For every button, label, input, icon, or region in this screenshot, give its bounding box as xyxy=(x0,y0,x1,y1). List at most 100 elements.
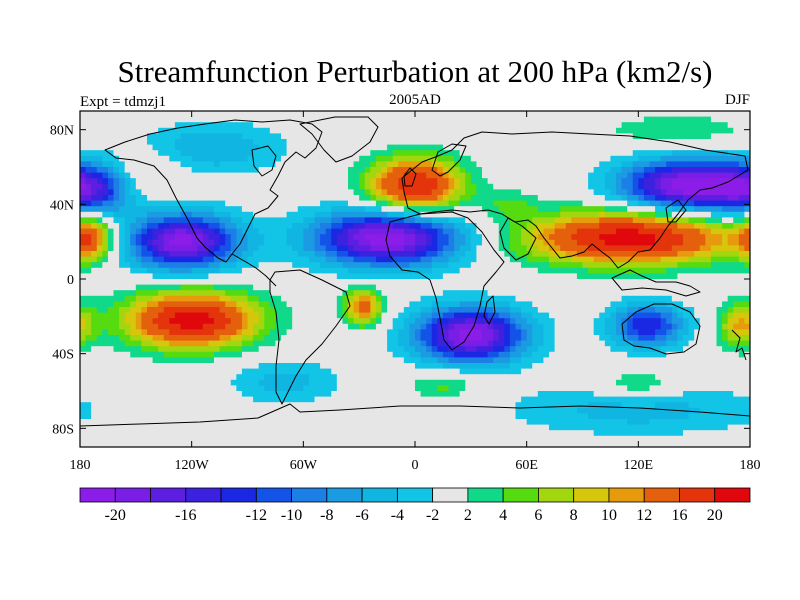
field-cell xyxy=(649,262,656,269)
field-cell xyxy=(403,178,411,185)
field-cell xyxy=(91,323,98,330)
field-cell xyxy=(398,318,405,325)
field-cell xyxy=(124,295,131,302)
field-cell xyxy=(292,251,299,258)
field-cell xyxy=(459,200,466,207)
field-cell xyxy=(493,239,500,246)
field-cell xyxy=(705,307,712,314)
field-cell xyxy=(560,206,567,213)
field-cell xyxy=(398,189,405,196)
field-cell xyxy=(314,234,321,241)
field-cell xyxy=(409,211,416,218)
field-cell xyxy=(241,273,249,280)
field-cell xyxy=(219,200,226,207)
field-cell xyxy=(403,183,411,190)
field-cell xyxy=(643,178,651,185)
field-cell xyxy=(722,267,729,274)
field-cell xyxy=(281,239,288,246)
field-cell xyxy=(191,307,198,314)
field-cell xyxy=(476,234,483,241)
field-cell xyxy=(241,251,249,258)
field-cell xyxy=(415,206,422,213)
field-cell xyxy=(336,155,344,162)
field-cell xyxy=(91,155,98,162)
field-cell xyxy=(247,211,254,218)
field-cell xyxy=(459,116,466,123)
field-cell xyxy=(627,150,634,157)
field-cell xyxy=(236,256,243,263)
field-cell xyxy=(576,139,584,146)
field-cell xyxy=(487,234,494,241)
field-cell xyxy=(537,245,545,252)
field-cell xyxy=(526,284,533,291)
field-cell xyxy=(180,340,187,347)
field-cell xyxy=(348,217,355,224)
field-cell xyxy=(588,234,595,241)
field-cell xyxy=(359,189,366,196)
field-cell xyxy=(493,323,500,330)
field-cell xyxy=(119,167,126,174)
field-cell xyxy=(465,312,472,319)
field-cell xyxy=(230,329,237,336)
field-cell xyxy=(208,172,215,179)
field-cell xyxy=(158,139,165,146)
field-cell xyxy=(616,262,623,269)
field-cell xyxy=(454,144,461,151)
field-cell xyxy=(470,133,478,140)
field-cell xyxy=(537,167,545,174)
field-cell xyxy=(102,172,109,179)
field-cell xyxy=(130,211,137,218)
field-cell xyxy=(493,262,500,269)
field-cell xyxy=(197,223,204,230)
field-cell xyxy=(705,329,712,336)
field-cell xyxy=(532,318,539,325)
field-cell xyxy=(426,223,433,230)
field-cell xyxy=(744,290,750,297)
field-cell xyxy=(398,144,405,151)
field-cell xyxy=(727,161,734,168)
field-cell xyxy=(521,267,528,274)
field-cell xyxy=(359,273,366,280)
field-cell xyxy=(85,245,92,252)
field-cell xyxy=(437,335,444,342)
field-cell xyxy=(526,262,533,269)
field-cell xyxy=(604,172,612,179)
field-cell xyxy=(230,178,237,185)
field-cell xyxy=(537,273,545,280)
field-cell xyxy=(616,122,623,129)
field-cell xyxy=(733,122,740,129)
field-cell xyxy=(375,150,383,157)
field-cell xyxy=(102,144,109,151)
field-cell xyxy=(381,150,388,157)
field-cell xyxy=(666,172,673,179)
field-cell xyxy=(694,307,701,314)
field-cell xyxy=(694,211,701,218)
field-cell xyxy=(320,318,327,325)
field-cell xyxy=(381,189,388,196)
field-cell xyxy=(403,111,411,118)
field-cell xyxy=(214,217,221,224)
field-cell xyxy=(297,290,304,297)
field-cell xyxy=(683,139,690,146)
field-cell xyxy=(308,323,316,330)
field-cell xyxy=(610,116,617,123)
field-cell xyxy=(649,167,656,174)
field-cell xyxy=(576,155,584,162)
field-cell xyxy=(247,200,254,207)
field-cell xyxy=(392,262,399,269)
field-cell xyxy=(308,133,316,140)
field-cell xyxy=(699,178,706,185)
field-cell xyxy=(733,273,740,280)
field-cell xyxy=(91,144,98,151)
field-cell xyxy=(482,200,489,207)
field-cell xyxy=(191,318,198,325)
field-cell xyxy=(135,284,143,291)
field-cell xyxy=(308,301,316,308)
field-cell xyxy=(292,262,299,269)
field-cell xyxy=(705,284,712,291)
field-cell xyxy=(744,178,750,185)
field-cell xyxy=(403,312,411,319)
field-cell xyxy=(593,144,600,151)
field-cell xyxy=(364,239,371,246)
field-cell xyxy=(526,290,533,297)
